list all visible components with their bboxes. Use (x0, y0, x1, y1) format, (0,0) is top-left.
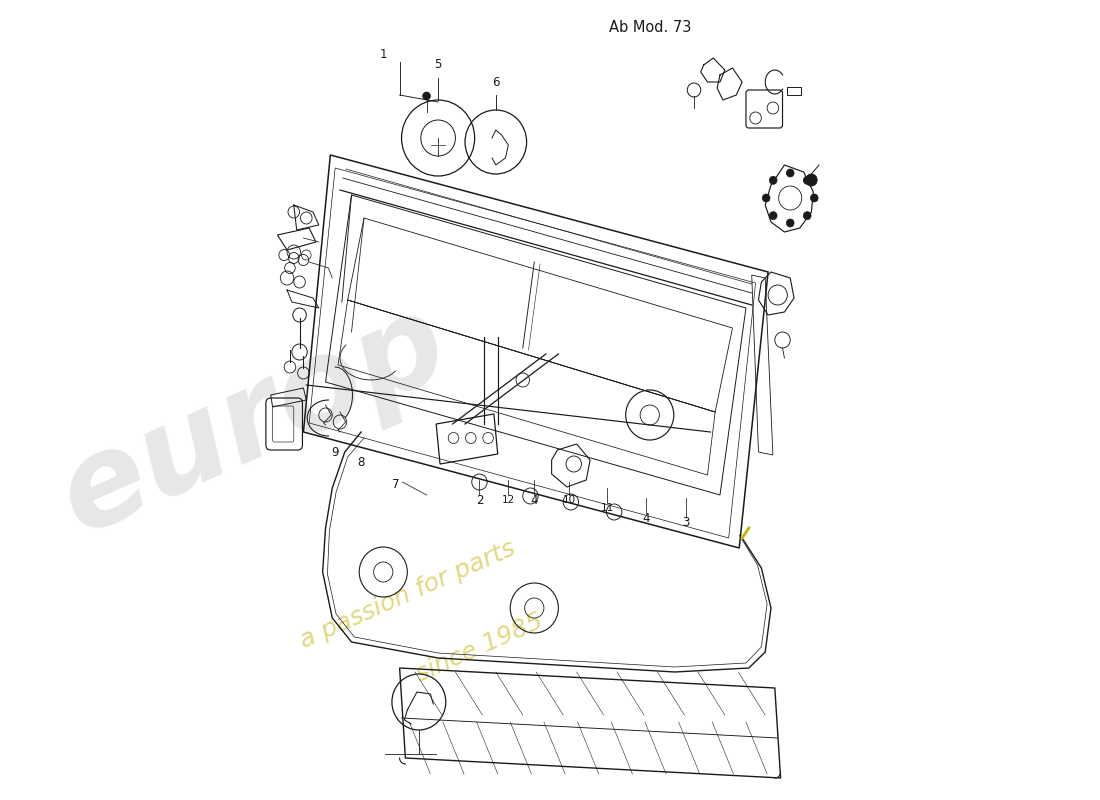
Circle shape (786, 169, 794, 177)
Circle shape (786, 219, 794, 227)
Text: 5: 5 (434, 58, 442, 71)
Text: 2: 2 (475, 494, 483, 506)
Text: 1: 1 (379, 49, 387, 62)
Circle shape (811, 194, 818, 202)
Text: 4: 4 (530, 494, 538, 506)
Circle shape (805, 174, 817, 186)
Circle shape (762, 194, 770, 202)
Text: europ: europ (41, 281, 465, 559)
Text: 10: 10 (562, 495, 575, 505)
Circle shape (769, 176, 777, 184)
Text: 8: 8 (358, 455, 365, 469)
Text: 11: 11 (601, 503, 614, 513)
Text: 6: 6 (492, 75, 499, 89)
Circle shape (803, 212, 811, 220)
Text: 4: 4 (642, 511, 650, 525)
Circle shape (422, 92, 430, 100)
Text: since 1985: since 1985 (412, 610, 547, 686)
Text: a passion for parts: a passion for parts (296, 537, 519, 654)
Text: Ab Mod. 73: Ab Mod. 73 (609, 20, 692, 35)
Text: 12: 12 (502, 495, 515, 505)
Circle shape (803, 176, 811, 184)
Text: 7: 7 (392, 478, 399, 491)
Text: 9: 9 (331, 446, 339, 458)
Circle shape (769, 212, 777, 220)
Text: 3: 3 (683, 515, 690, 529)
